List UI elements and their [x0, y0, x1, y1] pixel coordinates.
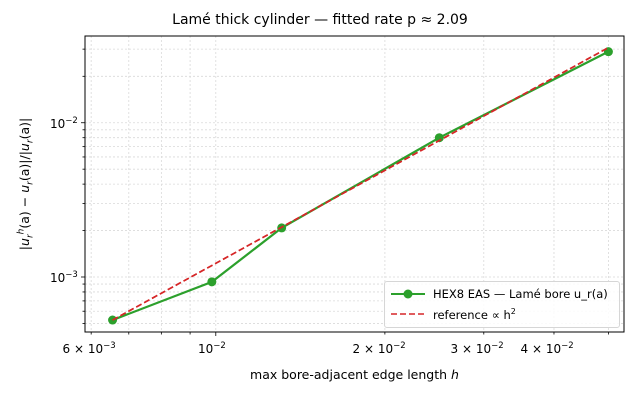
x-tick-label: 4 × 10−2	[520, 341, 574, 356]
x-axis-label-var: h	[451, 367, 459, 382]
y-axis-label: |urh(a) − ur(a)|/|ur(a)|	[16, 117, 36, 251]
x-axis-label-text: max bore-adjacent edge length	[250, 367, 452, 382]
chart-title: Lamé thick cylinder — fitted rate p ≈ 2.…	[172, 12, 468, 28]
x-tick-label: 6 × 10−3	[62, 341, 116, 356]
legend: HEX8 EAS — Lamé bore u_r(a) reference ∝ …	[384, 281, 620, 328]
data-point-marker	[207, 277, 217, 287]
legend-item-hex8: HEX8 EAS — Lamé bore u_r(a)	[385, 285, 608, 303]
reference-line-overlay	[112, 46, 609, 321]
x-tick-label: 3 × 10−2	[450, 341, 504, 356]
legend-item-reference: reference ∝ h2	[385, 305, 516, 323]
x-axis-label: max bore-adjacent edge length h	[85, 367, 624, 382]
legend-label-hex8: HEX8 EAS — Lamé bore u_r(a)	[433, 287, 608, 301]
y-tick-label: 10−2	[50, 115, 78, 131]
legend-red-dashed-line-icon	[391, 313, 425, 315]
legend-label-reference: reference ∝ h2	[433, 306, 516, 322]
data-point-marker	[434, 133, 444, 143]
legend-green-line-marker-icon	[391, 289, 425, 299]
x-tick-label: 10−2	[198, 341, 226, 356]
y-tick-label: 10−3	[50, 269, 78, 285]
x-tick-label: 2 × 10−2	[352, 341, 406, 356]
